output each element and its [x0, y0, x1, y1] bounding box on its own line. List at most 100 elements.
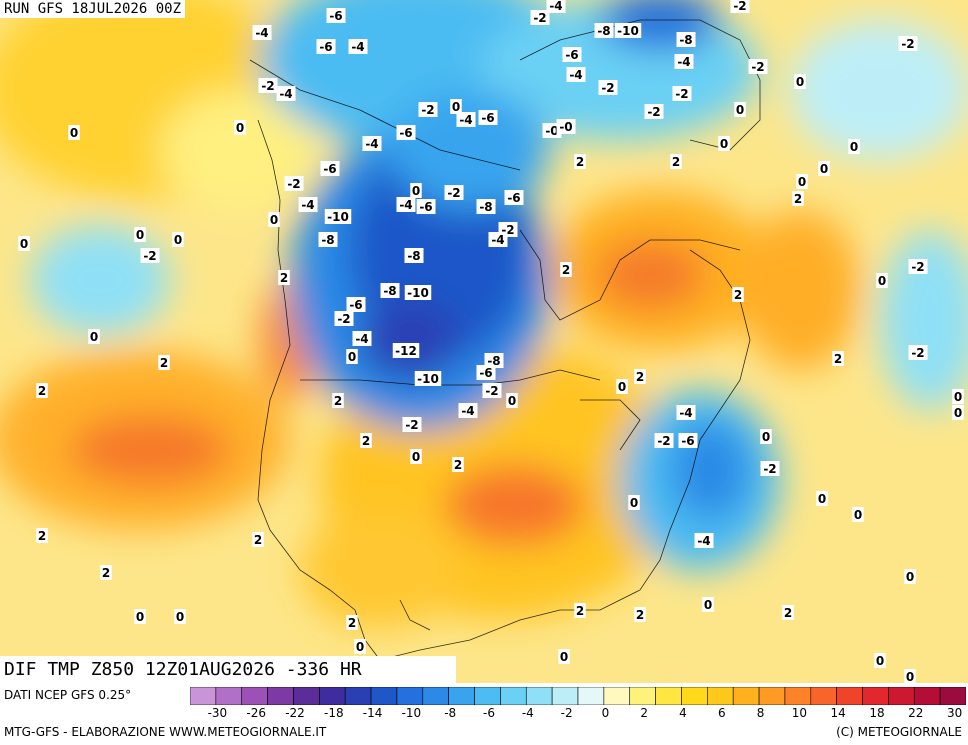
svg-text:-4: -4	[459, 113, 472, 127]
svg-text:0: 0	[820, 162, 828, 176]
contour-label: 2	[452, 457, 464, 472]
legend-swatch	[215, 687, 243, 705]
contour-label: -6	[678, 433, 698, 448]
svg-text:-6: -6	[481, 111, 494, 125]
contour-label: -6	[504, 190, 524, 205]
contour-label: 0	[796, 174, 808, 189]
legend-swatch	[396, 687, 424, 705]
svg-text:-8: -8	[407, 249, 420, 263]
svg-text:0: 0	[954, 390, 962, 404]
contour-label: -12	[392, 343, 420, 358]
svg-text:2: 2	[348, 616, 356, 630]
contour-label: -8	[484, 353, 504, 368]
temperature-anomaly-map: -6 -4 -6 -4 -2 -4 0 0 -2 0 -4 -6 -6 -4 -6 -2 0 -2 -4 -6 -8 -6…	[0, 0, 968, 684]
svg-text:0: 0	[508, 394, 516, 408]
contour-label: 2	[278, 270, 290, 285]
legend-tick: 22	[908, 706, 924, 720]
contour-label: 2	[158, 355, 170, 370]
contour-label: 0	[904, 569, 916, 584]
contour-label: 0	[852, 507, 864, 522]
svg-text:0: 0	[906, 570, 914, 584]
legend-swatch	[448, 687, 475, 705]
contour-label: 0	[760, 429, 772, 444]
svg-text:-4: -4	[399, 198, 412, 212]
legend-tick: 18	[869, 706, 885, 720]
contour-label: -2	[654, 433, 674, 448]
contour-label: -4	[252, 25, 272, 40]
credit-left: MTG-GFS - ELABORAZIONE WWW.METEOGIORNALE…	[4, 725, 327, 739]
svg-text:-2: -2	[675, 87, 688, 101]
svg-text:0: 0	[854, 508, 862, 522]
legend-tick: -14	[362, 706, 383, 720]
svg-text:0: 0	[878, 274, 886, 288]
contour-label: 0	[904, 669, 916, 684]
svg-text:-4: -4	[491, 233, 504, 247]
legend-swatch	[939, 687, 966, 705]
svg-text:-8: -8	[597, 24, 610, 38]
contour-label: 0	[450, 99, 462, 114]
svg-text:0: 0	[70, 126, 78, 140]
svg-text:-8: -8	[487, 354, 500, 368]
svg-text:-10: -10	[407, 286, 429, 300]
legend-swatch	[190, 687, 217, 705]
svg-text:0: 0	[736, 103, 744, 117]
legend-swatch	[603, 687, 631, 705]
contour-label: 2	[100, 565, 112, 580]
contour-label: 2	[732, 287, 744, 302]
svg-text:-2: -2	[601, 81, 614, 95]
contour-label: 0	[952, 405, 964, 420]
svg-text:0: 0	[818, 492, 826, 506]
contour-label: 2	[574, 154, 586, 169]
legend-tick: 14	[830, 706, 846, 720]
contour-label: 2	[832, 351, 844, 366]
contour-label: -6	[326, 8, 346, 23]
contour-label: -2	[284, 176, 304, 191]
contour-label: -4	[566, 67, 586, 82]
svg-text:2: 2	[562, 263, 570, 277]
svg-text:-4: -4	[255, 26, 268, 40]
svg-text:-2: -2	[143, 249, 156, 263]
contour-label: -4	[488, 232, 508, 247]
svg-text:2: 2	[160, 356, 168, 370]
svg-text:2: 2	[576, 155, 584, 169]
contour-label: -2	[444, 185, 464, 200]
contour-label: 0	[172, 232, 184, 247]
contour-label: -2	[908, 259, 928, 274]
contour-label: 0	[816, 491, 828, 506]
svg-text:-4: -4	[697, 534, 710, 548]
legend-swatch	[913, 687, 941, 705]
svg-text:0: 0	[136, 228, 144, 242]
svg-text:-10: -10	[617, 24, 639, 38]
legend-swatch	[241, 687, 268, 705]
legend-swatch	[525, 687, 553, 705]
contour-label: 0	[134, 609, 146, 624]
legend-swatch	[319, 687, 346, 705]
contour-label: 0	[616, 379, 628, 394]
svg-text:2: 2	[334, 394, 342, 408]
svg-text:-8: -8	[479, 200, 492, 214]
contour-label: -2	[402, 417, 422, 432]
svg-text:-0: -0	[545, 124, 558, 138]
legend-tick: -8	[444, 706, 457, 720]
svg-text:-8: -8	[383, 284, 396, 298]
svg-text:-4: -4	[365, 137, 378, 151]
svg-text:2: 2	[38, 384, 46, 398]
contour-label: 0	[818, 161, 830, 176]
legend-tick: 4	[679, 706, 687, 720]
contour-label: -6	[320, 161, 340, 176]
svg-text:-4: -4	[677, 55, 690, 69]
contour-label: 2	[634, 607, 646, 622]
contour-label: 0	[18, 236, 30, 251]
svg-text:0: 0	[412, 184, 420, 198]
svg-text:0: 0	[704, 598, 712, 612]
contour-label: -2	[418, 102, 438, 117]
svg-text:-6: -6	[399, 126, 412, 140]
contour-label: -2	[748, 59, 768, 74]
legend-swatch	[810, 687, 837, 705]
contour-label: 2	[670, 154, 682, 169]
contour-label: -4	[456, 112, 476, 127]
svg-text:0: 0	[798, 175, 806, 189]
legend-tick: 8	[756, 706, 765, 720]
legend-swatch	[500, 687, 527, 705]
svg-text:0: 0	[720, 137, 728, 151]
